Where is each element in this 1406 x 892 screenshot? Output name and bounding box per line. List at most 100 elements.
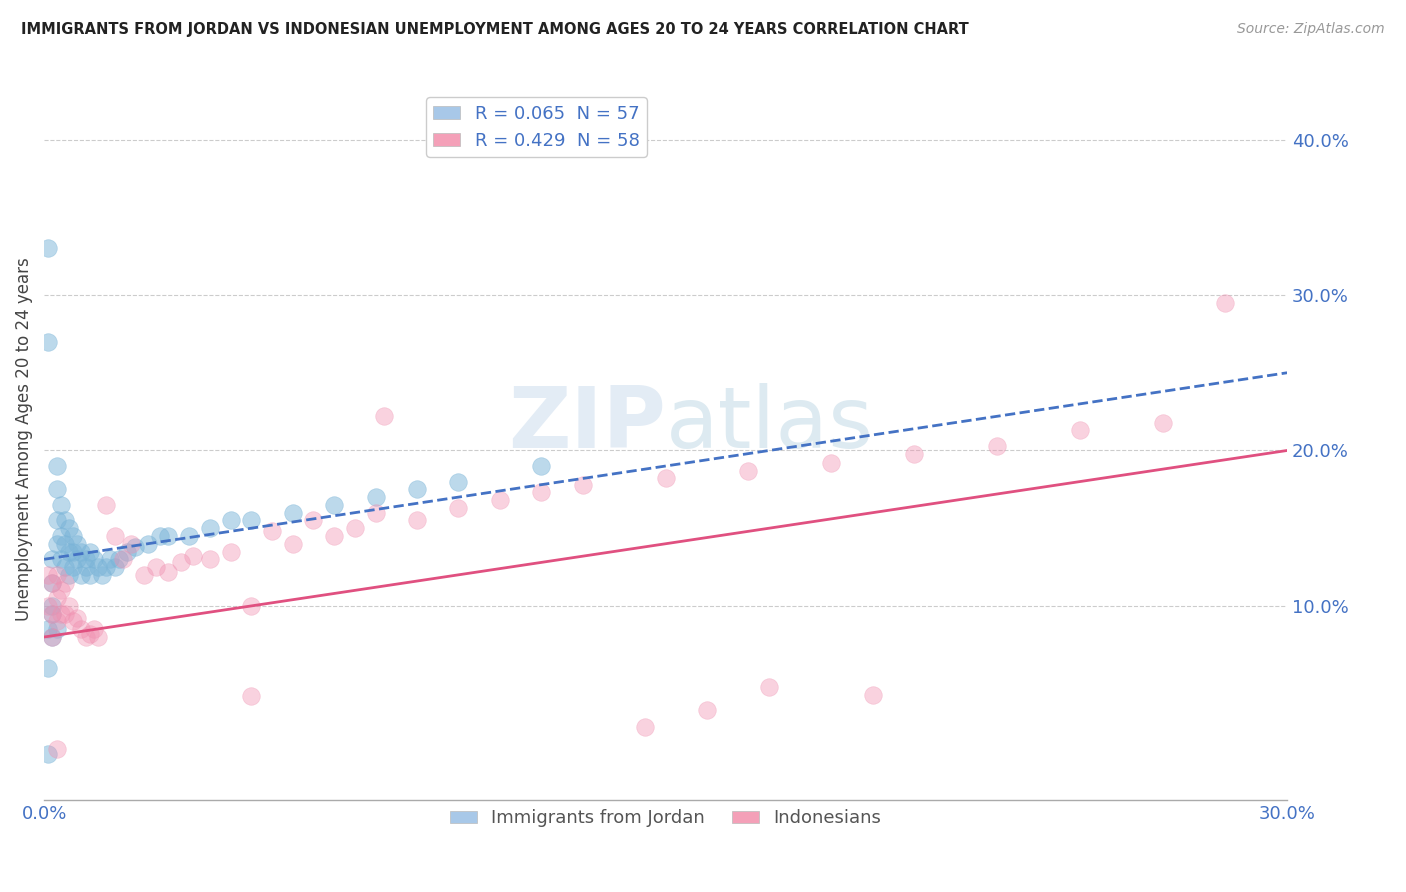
Point <box>530 458 553 473</box>
Point <box>862 688 884 702</box>
Point <box>49 583 72 598</box>
Point <box>149 529 172 543</box>
Point <box>45 742 67 756</box>
Point <box>111 552 134 566</box>
Point <box>41 607 63 621</box>
Point <box>260 524 283 539</box>
Point <box>219 544 242 558</box>
Point <box>79 627 101 641</box>
Point <box>49 529 72 543</box>
Point <box>53 537 76 551</box>
Point <box>530 485 553 500</box>
Point <box>986 439 1008 453</box>
Point <box>115 544 138 558</box>
Point <box>181 549 204 564</box>
Point <box>87 560 110 574</box>
Point <box>103 560 125 574</box>
Point <box>198 521 221 535</box>
Point <box>219 513 242 527</box>
Point <box>136 537 159 551</box>
Point <box>45 513 67 527</box>
Point <box>45 622 67 636</box>
Point <box>96 560 118 574</box>
Point <box>53 560 76 574</box>
Point <box>79 567 101 582</box>
Point <box>53 513 76 527</box>
Point <box>41 599 63 613</box>
Point <box>198 552 221 566</box>
Point <box>49 498 72 512</box>
Point <box>62 544 84 558</box>
Point <box>45 537 67 551</box>
Point <box>41 552 63 566</box>
Text: ZIP: ZIP <box>508 383 665 466</box>
Point <box>41 575 63 590</box>
Point <box>58 544 80 558</box>
Point <box>302 513 325 527</box>
Point <box>83 622 105 636</box>
Point <box>41 630 63 644</box>
Point <box>37 661 59 675</box>
Point <box>37 334 59 349</box>
Point <box>120 537 142 551</box>
Point <box>37 599 59 613</box>
Point <box>45 458 67 473</box>
Point <box>170 555 193 569</box>
Point <box>70 622 93 636</box>
Point <box>79 544 101 558</box>
Point <box>1213 295 1236 310</box>
Point <box>41 607 63 621</box>
Point <box>1152 416 1174 430</box>
Point <box>66 611 89 625</box>
Point <box>343 521 366 535</box>
Point <box>145 560 167 574</box>
Point <box>62 560 84 574</box>
Point <box>571 477 593 491</box>
Point <box>406 483 429 497</box>
Point <box>53 575 76 590</box>
Point <box>820 456 842 470</box>
Point <box>240 599 263 613</box>
Point <box>1069 423 1091 437</box>
Point <box>179 529 201 543</box>
Point <box>37 567 59 582</box>
Point <box>75 630 97 644</box>
Point <box>364 490 387 504</box>
Point <box>737 464 759 478</box>
Point <box>53 607 76 621</box>
Point <box>373 409 395 424</box>
Point <box>124 540 146 554</box>
Point <box>45 615 67 629</box>
Point <box>45 483 67 497</box>
Point <box>37 747 59 761</box>
Point <box>100 552 122 566</box>
Point <box>696 703 718 717</box>
Point <box>41 575 63 590</box>
Point <box>75 560 97 574</box>
Point <box>91 567 114 582</box>
Point <box>49 607 72 621</box>
Point <box>447 475 470 489</box>
Text: atlas: atlas <box>665 383 873 466</box>
Point <box>83 552 105 566</box>
Point <box>489 493 512 508</box>
Point <box>323 529 346 543</box>
Point <box>634 720 657 734</box>
Point <box>758 680 780 694</box>
Point <box>654 471 676 485</box>
Point <box>62 529 84 543</box>
Point <box>87 630 110 644</box>
Point <box>58 567 80 582</box>
Point <box>66 537 89 551</box>
Point <box>132 567 155 582</box>
Point <box>37 622 59 636</box>
Point <box>406 513 429 527</box>
Point <box>240 689 263 703</box>
Legend: Immigrants from Jordan, Indonesians: Immigrants from Jordan, Indonesians <box>443 802 889 835</box>
Point <box>58 521 80 535</box>
Point <box>281 506 304 520</box>
Point <box>45 567 67 582</box>
Point <box>37 241 59 255</box>
Point <box>157 565 180 579</box>
Point <box>281 537 304 551</box>
